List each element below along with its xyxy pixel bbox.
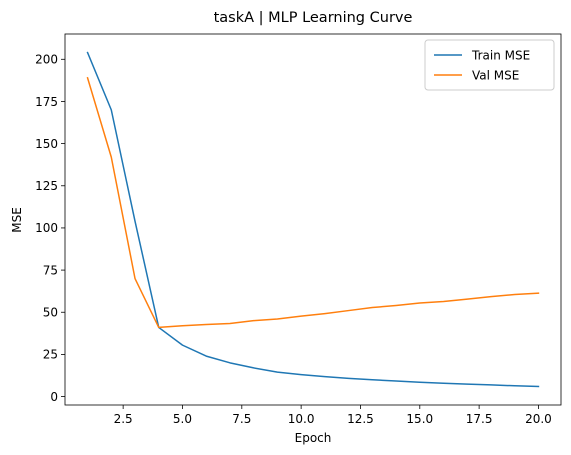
y-tick-label: 0: [50, 390, 58, 404]
y-tick-label: 75: [43, 263, 58, 277]
x-tick-label: 10.0: [288, 412, 315, 426]
legend-box: [424, 39, 555, 91]
x-tick-label: 5.0: [173, 412, 192, 426]
x-tick-label: 15.0: [406, 412, 433, 426]
legend: Train MSE Val MSE: [424, 39, 555, 91]
y-axis: 0 25 50 75 100 125 150 175 200: [35, 53, 65, 404]
y-tick-label: 50: [43, 306, 58, 320]
legend-label: Train MSE: [471, 48, 530, 62]
x-tick-label: 7.5: [232, 412, 251, 426]
x-axis: 2.5 5.0 7.5 10.0 12.5 15.0 17.5 20.0: [114, 405, 552, 426]
y-tick-label: 25: [43, 348, 58, 362]
y-tick-label: 175: [35, 95, 58, 109]
x-axis-label: Epoch: [295, 431, 332, 445]
x-tick-label: 2.5: [114, 412, 133, 426]
chart-title: taskA | MLP Learning Curve: [214, 10, 413, 26]
x-tick-label: 12.5: [347, 412, 374, 426]
series-line-val-mse: [86, 76, 540, 329]
y-axis-label: MSE: [10, 207, 24, 233]
axes-frame: [64, 33, 562, 406]
legend-label: Val MSE: [472, 68, 519, 82]
y-tick-label: 200: [35, 53, 58, 67]
x-tick-label: 20.0: [525, 412, 552, 426]
x-tick-label: 17.5: [466, 412, 493, 426]
y-tick-label: 150: [35, 137, 58, 151]
y-tick-label: 100: [35, 221, 58, 235]
y-tick-label: 125: [35, 179, 58, 193]
plot-area: [86, 51, 540, 388]
series-line-train-mse: [86, 51, 540, 388]
